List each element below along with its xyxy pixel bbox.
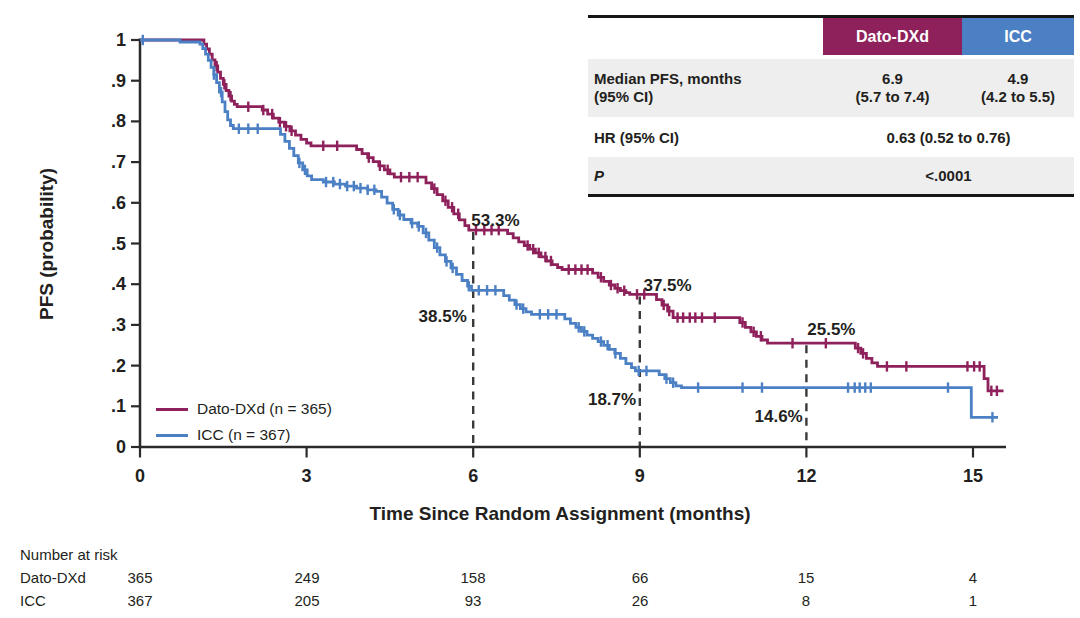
hazard-ratio-value: 0.63 (0.52 to 0.76) [823, 121, 1074, 154]
annotation-14-6pct: 14.6% [755, 407, 803, 426]
legend-swatch-dato-dxd [156, 408, 188, 411]
annotation-38-5pct: 38.5% [419, 307, 467, 326]
x-tick-label: 3 [302, 466, 312, 486]
y-tick-label: .6 [111, 193, 126, 213]
row-median-pfs: Median PFS, months (95% CI) 6.9 (5.7 to … [588, 59, 1074, 117]
y-tick-label: .7 [111, 152, 126, 172]
y-tick-label: .5 [111, 234, 126, 254]
median-pfs-dato-value: 6.9 (5.7 to 7.4) [823, 59, 962, 117]
risk-value: 93 [433, 592, 513, 609]
header-cell-dato-dxd: Dato-DXd [823, 18, 962, 55]
x-tick-label: 0 [135, 466, 145, 486]
y-tick-label: 1 [116, 30, 126, 50]
table-bottom-border [588, 194, 1074, 197]
risk-value: 15 [766, 569, 846, 586]
row-median-pfs-label: Median PFS, months (95% CI) [588, 59, 823, 117]
risk-row-label: ICC [20, 592, 46, 609]
risk-value: 1 [933, 592, 1013, 609]
pfs-km-figure: 0 .1 .2 .3 .4 .5 .6 .7 .8 .9 1 0 3 6 9 12 15 53.3% 38.5% 37… [0, 0, 1080, 618]
p-value: <.0001 [823, 157, 1074, 194]
risk-value: 8 [766, 592, 846, 609]
annotation-18-7pct: 18.7% [588, 390, 636, 409]
legend-swatch-icc [156, 434, 188, 437]
y-tick-label: .4 [111, 274, 126, 294]
x-tick-label: 9 [635, 466, 645, 486]
risk-value: 205 [267, 592, 347, 609]
risk-row-icc: ICC 367 205 93 26 8 1 [0, 592, 1080, 610]
x-axis-title: Time Since Random Assignment (months) [369, 503, 750, 525]
y-tick-label: .9 [111, 71, 126, 91]
hazard-ratio-label: HR (95% CI) [588, 121, 823, 154]
number-at-risk-title: Number at risk [20, 546, 118, 563]
x-tick-label: 12 [796, 466, 816, 486]
header-spacer [588, 18, 823, 55]
y-axis-title: PFS (probability) [36, 168, 58, 320]
legend-label-icc: ICC (n = 367) [197, 426, 290, 444]
y-tick-label: .1 [111, 396, 126, 416]
risk-row-label: Dato-DXd [20, 569, 86, 586]
summary-table-header: Dato-DXd ICC [588, 18, 1074, 55]
median-pfs-icc-value: 4.9 (4.2 to 5.5) [962, 59, 1074, 117]
x-tick-label: 15 [963, 466, 983, 486]
risk-value: 365 [100, 569, 180, 586]
legend-label-dato-dxd: Dato-DXd (n = 365) [197, 400, 332, 418]
annotation-37-5pct: 37.5% [643, 276, 691, 295]
row-p-value: P <.0001 [588, 157, 1074, 194]
risk-value: 158 [433, 569, 513, 586]
annotation-53-3pct: 53.3% [471, 211, 519, 230]
y-tick-label: .3 [111, 315, 126, 335]
header-cell-icc: ICC [962, 18, 1074, 55]
p-value-label: P [588, 157, 823, 194]
risk-value: 26 [600, 592, 680, 609]
legend-item-icc: ICC (n = 367) [156, 422, 332, 448]
risk-row-dato-dxd: Dato-DXd 365 249 158 66 15 4 [0, 569, 1080, 587]
y-tick-label: .8 [111, 111, 126, 131]
risk-value: 367 [100, 592, 180, 609]
y-tick-label: 0 [116, 437, 126, 457]
legend: Dato-DXd (n = 365) ICC (n = 367) [156, 396, 332, 448]
legend-item-dato-dxd: Dato-DXd (n = 365) [156, 396, 332, 422]
x-tick-label: 6 [468, 466, 478, 486]
row-hazard-ratio: HR (95% CI) 0.63 (0.52 to 0.76) [588, 121, 1074, 154]
risk-value: 4 [933, 569, 1013, 586]
annotation-25-5pct: 25.5% [807, 320, 855, 339]
risk-value: 249 [267, 569, 347, 586]
y-tick-label: .2 [111, 356, 126, 376]
risk-value: 66 [600, 569, 680, 586]
summary-table: Dato-DXd ICC Median PFS, months (95% CI)… [588, 15, 1074, 197]
